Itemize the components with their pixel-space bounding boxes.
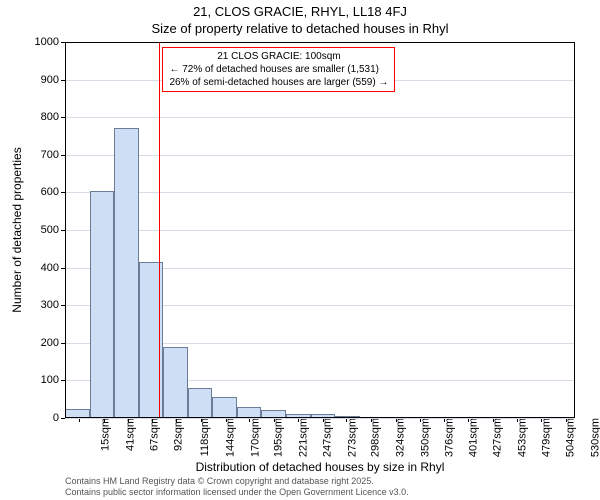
histogram-bar [90, 191, 115, 418]
footer-line-2: Contains public sector information licen… [65, 487, 409, 498]
reference-line [159, 42, 160, 418]
gridline [65, 192, 575, 193]
x-tick-label: 118sqm [196, 418, 212, 456]
y-tick-label: 300 [41, 299, 65, 311]
gridline [65, 155, 575, 156]
annotation-line: 26% of semi-detached houses are larger (… [169, 76, 388, 89]
x-tick-label: 350sqm [415, 418, 431, 457]
annotation-box: 21 CLOS GRACIE: 100sqm← 72% of detached … [162, 47, 395, 92]
chart-title-sub: Size of property relative to detached ho… [0, 21, 600, 36]
histogram-bar [261, 410, 286, 418]
x-tick-label: 247sqm [318, 418, 334, 457]
histogram-bar [311, 414, 336, 418]
y-tick-label: 500 [41, 224, 65, 236]
y-tick-label: 400 [41, 262, 65, 274]
plot-area: 0100200300400500600700800900100021 CLOS … [65, 42, 575, 418]
histogram-bar [212, 397, 237, 418]
x-axis-label: Distribution of detached houses by size … [65, 460, 575, 474]
footer-line-1: Contains HM Land Registry data © Crown c… [65, 476, 409, 487]
x-tick-label: 92sqm [168, 418, 184, 451]
histogram-bar [114, 128, 139, 418]
x-tick-label: 453sqm [512, 418, 528, 457]
y-axis-label: Number of detached properties [10, 147, 24, 312]
y-tick-label: 600 [41, 186, 65, 198]
x-tick-label: 530sqm [585, 418, 600, 457]
y-tick-label: 800 [41, 111, 65, 123]
gridline [65, 418, 575, 419]
histogram-bar [335, 416, 360, 418]
x-tick-label: 41sqm [120, 418, 136, 451]
histogram-bar [65, 409, 90, 418]
x-tick-label: 195sqm [269, 418, 285, 457]
x-tick-label: 401sqm [463, 418, 479, 457]
y-tick-label: 1000 [35, 36, 65, 48]
histogram-bar [286, 414, 311, 419]
gridline [65, 230, 575, 231]
x-tick-label: 376sqm [440, 418, 456, 457]
x-tick-label: 298sqm [366, 418, 382, 457]
x-tick-label: 170sqm [245, 418, 261, 457]
x-tick-label: 324sqm [391, 418, 407, 457]
gridline [65, 117, 575, 118]
y-tick-label: 200 [41, 337, 65, 349]
annotation-line: ← 72% of detached houses are smaller (1,… [169, 63, 388, 76]
histogram-bar [188, 388, 213, 418]
histogram-bar [163, 347, 188, 418]
x-tick-label: 144sqm [221, 418, 237, 457]
x-tick-label: 427sqm [488, 418, 504, 457]
y-tick-label: 0 [53, 412, 65, 424]
annotation-line: 21 CLOS GRACIE: 100sqm [169, 50, 388, 63]
y-tick-label: 700 [41, 149, 65, 161]
x-tick-label: 221sqm [293, 418, 309, 457]
y-tick-label: 100 [41, 374, 65, 386]
x-tick-label: 15sqm [96, 418, 112, 451]
attribution-footer: Contains HM Land Registry data © Crown c… [65, 476, 409, 498]
y-tick-label: 900 [41, 74, 65, 86]
x-tick-label: 504sqm [561, 418, 577, 457]
chart-title-main: 21, CLOS GRACIE, RHYL, LL18 4FJ [0, 4, 600, 19]
histogram-bar [237, 407, 262, 418]
chart-container: 21, CLOS GRACIE, RHYL, LL18 4FJ Size of … [0, 0, 600, 500]
gridline [65, 42, 575, 43]
x-tick-label: 67sqm [145, 418, 161, 451]
x-tick-label: 273sqm [342, 418, 358, 457]
x-tick-label: 479sqm [537, 418, 553, 457]
